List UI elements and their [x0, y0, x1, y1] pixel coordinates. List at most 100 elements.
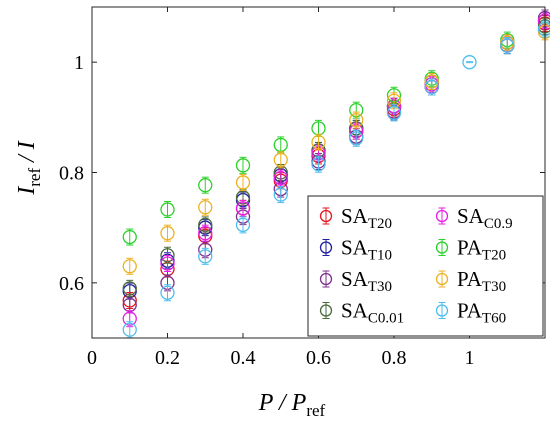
data-point-PAT30-3 — [235, 173, 251, 191]
legend-marker-SAT20 — [319, 207, 333, 225]
legend-label-sub: C0.9 — [484, 216, 513, 232]
marker-circle — [122, 322, 137, 337]
data-point-PAT60-4 — [273, 186, 288, 204]
marker-circle — [122, 229, 137, 245]
marker-circle — [435, 272, 449, 286]
legend-label-sub: T30 — [368, 279, 392, 295]
y-axis-label-tail: / I — [14, 140, 40, 168]
marker-circle — [386, 105, 402, 121]
marker-circle — [319, 304, 333, 317]
marker-circle — [198, 178, 213, 193]
y-axis-label-sub: ref — [25, 168, 44, 187]
legend-label-main: SA — [341, 236, 369, 260]
data-point-PAT30-4 — [273, 151, 288, 169]
marker-circle — [198, 226, 213, 241]
data-point-PAT60-2 — [198, 247, 213, 265]
marker-circle — [198, 249, 213, 264]
legend-label-PAT20: PAT20 — [457, 236, 506, 264]
data-point-SAC0.9-1 — [160, 255, 175, 273]
legend-label-SAT10: SAT10 — [341, 236, 392, 264]
marker-circle — [198, 200, 213, 215]
marker-circle — [160, 226, 175, 241]
y-tick-label-2: 1 — [74, 52, 84, 74]
axes: 0 0.2 0.4 0.6 0.8 1 0.6 0.8 1 — [59, 6, 546, 369]
x-tick-label-4: 0.8 — [382, 347, 407, 369]
marker-circle — [500, 38, 515, 53]
marker-circle — [435, 304, 449, 317]
legend-label-main: PA — [457, 299, 483, 323]
marker-circle — [319, 272, 333, 286]
legend-marker-SAT10 — [319, 239, 333, 256]
marker-circle — [122, 259, 137, 274]
legend-marker-SAC0.01 — [319, 302, 333, 319]
data-point-PAT20-3 — [235, 156, 251, 174]
legend-label-sub: T30 — [482, 279, 506, 295]
data-point-SAC0.9-2 — [198, 224, 213, 242]
data-point-PAT20-0 — [122, 228, 137, 246]
data-point-PAT20-4 — [273, 136, 288, 154]
data-point-SAC0.01-0 — [122, 279, 137, 297]
legend-label-sub: C0.01 — [368, 311, 404, 327]
reference-point — [462, 55, 477, 70]
data-point-PAT60-6 — [349, 129, 364, 147]
marker-circle — [435, 209, 449, 223]
legend-label-sub: T60 — [482, 311, 506, 327]
legend-marker-PAT30 — [435, 270, 449, 288]
legend-label-main: SA — [457, 204, 485, 228]
legend-label-main: PA — [457, 236, 483, 260]
plot-area — [122, 9, 550, 339]
legend-marker-SAT30 — [319, 270, 333, 288]
legend-label-sub: T20 — [482, 248, 506, 264]
marker-circle — [311, 157, 326, 172]
marker-circle — [319, 241, 333, 254]
marker-circle — [273, 152, 288, 167]
x-tick-label-2: 0.4 — [231, 347, 256, 369]
x-tick-label-5: 1 — [465, 347, 475, 369]
marker-circle — [160, 256, 175, 271]
data-point-PAT30-2 — [198, 198, 213, 216]
data-point-SAC0.9-4 — [273, 169, 288, 187]
legend-marker-PAT20 — [435, 239, 449, 256]
x-axis-label-main: P / P — [258, 390, 307, 416]
legend-label-SAC0.01: SAC0.01 — [341, 299, 404, 327]
legend-label-PAT30: PAT30 — [457, 267, 506, 295]
data-point-PAT30-0 — [122, 257, 137, 275]
legend-label-sub: T10 — [368, 248, 392, 264]
y-axis-label: Iref / I — [14, 140, 44, 196]
marker-circle — [424, 79, 439, 95]
legend-label-main: PA — [457, 267, 483, 291]
data-point-PAT60-7 — [386, 104, 402, 122]
legend-label-SAC0.9: SAC0.9 — [457, 204, 513, 232]
legend-box — [307, 195, 544, 337]
marker-circle — [235, 201, 251, 216]
data-point-PAT30-6 — [349, 111, 364, 129]
data-point-SAC0.9-3 — [235, 199, 251, 217]
marker-circle — [462, 55, 477, 70]
y-axis-label-main: I — [14, 186, 40, 196]
legend-label-PAT60: PAT60 — [457, 299, 506, 327]
x-axis-label-sub: ref — [306, 401, 325, 420]
legend-label-main: SA — [341, 204, 369, 228]
marker-circle — [311, 135, 326, 150]
marker-circle — [160, 285, 175, 300]
data-point-PAT60-3 — [235, 216, 251, 234]
legend-label-SAT20: SAT20 — [341, 204, 392, 232]
legend-label-SAT30: SAT30 — [341, 267, 392, 295]
marker-circle — [235, 175, 251, 190]
marker-circle — [319, 209, 333, 223]
legend-label-main: SA — [341, 299, 369, 323]
data-point-PAT60-8 — [424, 78, 439, 96]
x-tick-label-0: 0 — [87, 347, 97, 369]
legend-marker-SAC0.9 — [435, 207, 449, 225]
data-point-PAT20-2 — [198, 176, 213, 194]
data-point-PAT60-1 — [160, 284, 175, 302]
marker-circle — [235, 217, 251, 233]
x-tick-label-3: 0.6 — [306, 347, 331, 369]
marker-circle — [273, 187, 288, 202]
data-point-PAT20-1 — [160, 200, 175, 218]
y-tick-label-1: 0.8 — [59, 163, 84, 185]
legend-label-main: SA — [341, 267, 369, 291]
data-point-PAT60-9 — [500, 37, 515, 55]
